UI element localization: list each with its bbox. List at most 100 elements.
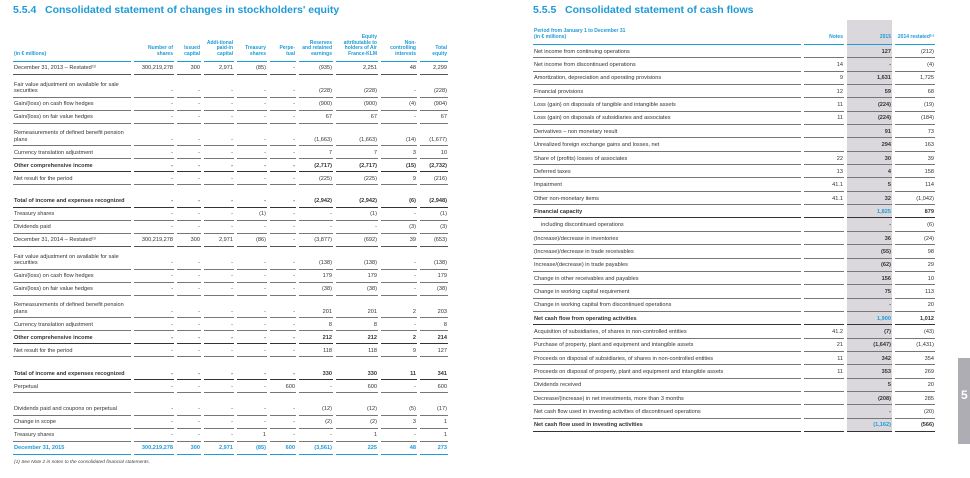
value-cell: 1 [336, 429, 378, 442]
value-cell: - [270, 111, 296, 124]
value-cell: 1 [420, 429, 448, 442]
value-cell: (138) [299, 247, 333, 270]
value-cell: (225) [299, 172, 333, 186]
note-cell [804, 392, 844, 406]
row-label: Treasury shares [13, 429, 131, 442]
value-cell: (4) [381, 98, 417, 111]
value-cell: - [177, 75, 201, 98]
table-row: Other comprehensive income - - - - - (2,717) (2… [13, 159, 448, 173]
value-cell: - [270, 221, 296, 235]
value-cell: - [204, 75, 234, 98]
footnote: (1) See Note 2 in notes to the consolida… [14, 459, 150, 465]
value-2014: (1,042) [895, 192, 935, 206]
value-cell: - [204, 380, 234, 394]
row-label: Other comprehensive income [13, 331, 131, 345]
value-cell: 2,971 [204, 234, 234, 248]
table-row: Remeasurements of defined benefit pensio… [13, 296, 448, 319]
value-cell: (228) [420, 75, 448, 98]
value-2014: 1,725 [895, 72, 935, 86]
note-cell [804, 245, 844, 259]
note-cell: 11 [804, 112, 844, 126]
value-cell: - [381, 111, 417, 124]
value-cell: 300 [177, 442, 201, 455]
value-2014: (20) [895, 405, 935, 419]
value-cell: (900) [299, 98, 333, 111]
column-header: Issued capital [177, 24, 201, 62]
table-row: Net cash flow used in investing activiti… [533, 418, 935, 432]
value-cell: (6) [381, 185, 417, 209]
value-cell: 8 [420, 318, 448, 332]
value-cell: - [237, 221, 267, 235]
value-cell: (85) [237, 62, 267, 75]
table-row: Gain/(loss) on cash flow hedges - - - - - (900… [13, 98, 448, 111]
value-cell: 179 [336, 270, 378, 283]
value-cell: - [237, 331, 267, 345]
column-header: 2015 [847, 20, 892, 45]
value-cell: - [134, 111, 174, 124]
value-cell: - [270, 344, 296, 358]
value-cell: (1,663) [336, 124, 378, 147]
value-2015: 156 [847, 271, 892, 286]
value-cell: - [270, 146, 296, 160]
value-2015: 5 [847, 378, 892, 392]
value-cell: - [270, 270, 296, 283]
note-cell: 21 [804, 339, 844, 352]
value-2015: 32 [847, 191, 892, 206]
note-cell [804, 218, 844, 232]
period-text: Period from January 1 to December 31 [534, 28, 626, 35]
value-cell: (2,732) [420, 159, 448, 173]
value-cell: 10 [420, 146, 448, 160]
row-label: Treasury shares [13, 208, 131, 222]
value-cell: - [237, 357, 267, 381]
row-label: Change in working capital requirement [533, 285, 801, 299]
value-cell: - [237, 98, 267, 111]
value-cell: - [204, 208, 234, 222]
value-cell: 179 [299, 270, 333, 283]
row-label: Gain/(loss) on fair value hedges [13, 111, 131, 124]
note-cell [804, 272, 844, 286]
value-cell: 11 [381, 357, 417, 381]
table-row: Gain/(loss) on fair value hedges - - - - - (38… [13, 283, 448, 296]
value-cell: - [177, 124, 201, 147]
value-cell: - [237, 111, 267, 124]
value-cell: - [204, 98, 234, 111]
value-2014: (19) [895, 98, 935, 112]
value-cell: - [177, 429, 201, 442]
table-row: Net income from discontinued operations 1… [533, 58, 935, 72]
value-cell: - [134, 75, 174, 98]
value-cell: - [204, 270, 234, 283]
period-label: Period from January 1 to December 31 (in … [533, 20, 801, 45]
value-2014: (43) [895, 325, 935, 339]
value-cell: 203 [420, 296, 448, 319]
chapter-tab[interactable]: 5 [958, 358, 970, 444]
row-label: Dividends paid and coupons on perpetual [13, 393, 131, 416]
row-label: Proceeds on disposal of property, plant … [533, 365, 801, 379]
row-label: Net result for the period [13, 172, 131, 186]
value-cell: 201 [299, 296, 333, 319]
value-cell: - [270, 416, 296, 429]
value-cell: - [204, 429, 234, 442]
value-cell: - [270, 429, 296, 442]
value-cell: (2) [299, 416, 333, 429]
value-cell: - [177, 98, 201, 111]
value-2014: 163 [895, 138, 935, 152]
value-cell: 330 [336, 357, 378, 381]
row-label: Total of income and expenses recognized [13, 357, 131, 381]
table-row: Dividends paid and coupons on perpetual -… [13, 393, 448, 416]
table-row: Total of income and expenses recognized -… [13, 357, 448, 381]
value-2015: 353 [847, 365, 892, 379]
value-cell: 201 [336, 296, 378, 319]
table-row: Total of income and expenses recognized -… [13, 185, 448, 209]
value-cell: 212 [336, 331, 378, 345]
value-cell: 67 [420, 111, 448, 124]
row-label: Change in working capital from discontin… [533, 299, 801, 312]
value-cell: - [204, 296, 234, 319]
note-cell [804, 205, 844, 219]
value-2015: - [847, 218, 892, 232]
note-cell [804, 45, 844, 59]
value-cell: 9 [381, 344, 417, 358]
column-header: Notes [804, 20, 844, 45]
value-cell: 2,971 [204, 62, 234, 75]
table-row: Net result for the period - - - - - (225) (225)… [13, 172, 448, 186]
row-label: Derivatives – non monetary result [533, 125, 801, 139]
